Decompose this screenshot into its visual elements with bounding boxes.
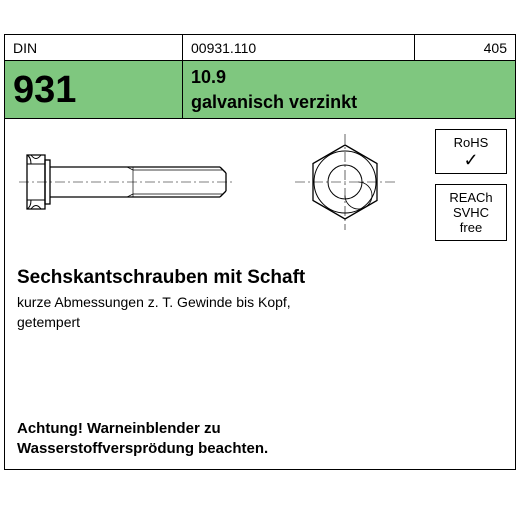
subtitle-line1: kurze Abmessungen z. T. Gewinde bis Kopf… <box>17 293 305 313</box>
din-number: 931 <box>13 71 174 109</box>
compliance-badges: RoHS ✓ REACh SVHC free <box>435 129 507 251</box>
din-number-cell: 931 <box>5 61 183 118</box>
rohs-badge: RoHS ✓ <box>435 129 507 174</box>
header-row: DIN 00931.110 405 <box>5 35 515 61</box>
spec-row: 931 10.9 galvanisch verzinkt <box>5 61 515 119</box>
coating-text: galvanisch verzinkt <box>191 92 507 113</box>
spec-card: DIN 00931.110 405 931 10.9 galvanisch ve… <box>4 34 516 470</box>
warning-line1: Achtung! Warneinblender zu <box>17 419 268 439</box>
header-right: 405 <box>415 35 515 60</box>
bolt-drawing <box>15 133 395 253</box>
check-icon: ✓ <box>438 151 504 169</box>
reach-line2: SVHC <box>438 206 504 221</box>
grade-coating-cell: 10.9 galvanisch verzinkt <box>183 61 515 118</box>
product-title: Sechskantschrauben mit Schaft <box>17 267 305 289</box>
warning-line2: Wasserstoffversprödung beachten. <box>17 439 268 459</box>
subtitle-line2: getempert <box>17 313 305 333</box>
rohs-label: RoHS <box>438 136 504 151</box>
header-code: 00931.110 <box>183 35 415 60</box>
title-block: Sechskantschrauben mit Schaft kurze Abme… <box>17 267 305 332</box>
reach-line1: REACh <box>438 191 504 206</box>
strength-grade: 10.9 <box>191 67 507 88</box>
header-standard: DIN <box>5 35 183 60</box>
warning-text: Achtung! Warneinblender zu Wasserstoffve… <box>17 419 268 460</box>
reach-line3: free <box>438 221 504 236</box>
reach-badge: REACh SVHC free <box>435 184 507 241</box>
body-area: Sechskantschrauben mit Schaft kurze Abme… <box>5 119 515 469</box>
